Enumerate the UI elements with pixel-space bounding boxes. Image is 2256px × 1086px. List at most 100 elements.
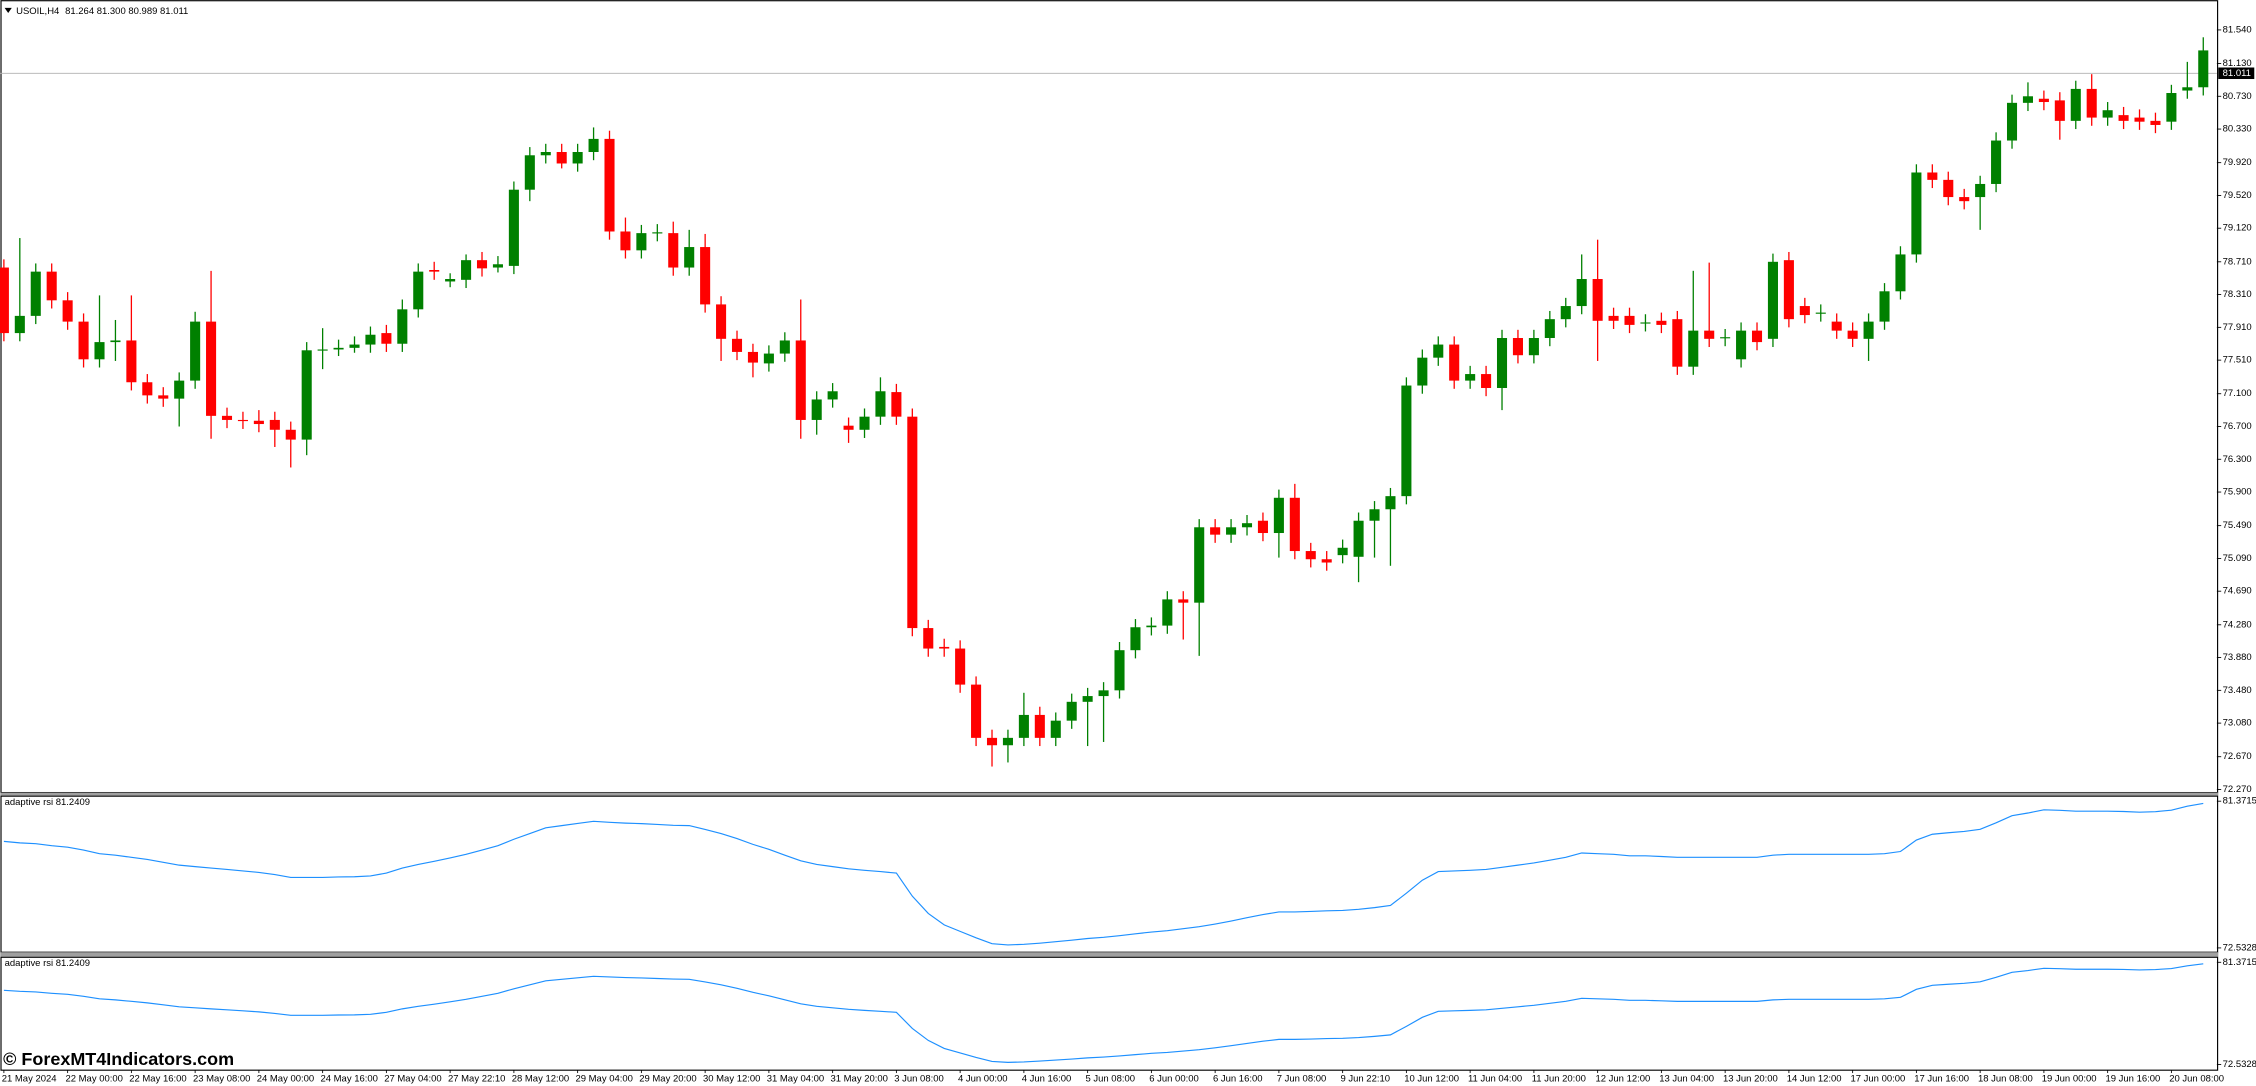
candle-body xyxy=(891,392,902,417)
watermark: © ForexMT4Indicators.com xyxy=(3,1049,234,1069)
y-tick-label: 81.130 xyxy=(2223,58,2252,69)
candle-body xyxy=(1672,319,1683,367)
candle-body xyxy=(572,152,583,164)
candle-body xyxy=(1751,330,1763,343)
candle-body xyxy=(1098,690,1109,697)
y-tick-label: 80.330 xyxy=(2223,124,2252,135)
candle-body xyxy=(1034,714,1045,738)
candle-body xyxy=(1226,527,1237,535)
candle-body xyxy=(1241,523,1253,528)
candle-body xyxy=(1767,261,1778,339)
candle-body xyxy=(2054,100,2065,121)
candle-body xyxy=(269,419,280,430)
candle-body xyxy=(747,351,758,363)
chart-header: USOIL,H4 81.264 81.300 80.989 81.011 xyxy=(16,5,188,16)
candle-body xyxy=(763,353,774,364)
candle-body xyxy=(349,344,360,348)
y-tick-label: 72.5328 xyxy=(2223,1059,2256,1070)
x-tick-label: 21 May 2024 xyxy=(2,1073,57,1084)
candle-body xyxy=(1656,320,1667,325)
candle-body xyxy=(1911,172,1922,255)
candle-body xyxy=(333,347,344,350)
candle-body xyxy=(1927,172,1938,180)
candle-body xyxy=(2118,115,2129,121)
candle-body xyxy=(1050,720,1061,738)
candle-body xyxy=(381,333,392,344)
candle-body xyxy=(476,260,488,269)
candle-body xyxy=(1002,737,1013,746)
x-tick-label: 10 Jun 12:00 xyxy=(1404,1073,1459,1084)
symbol: USOIL,H4 xyxy=(16,5,59,16)
x-tick-label: 9 Jun 22:10 xyxy=(1340,1073,1390,1084)
y-tick-label: 78.310 xyxy=(2223,289,2252,300)
candle-body xyxy=(1576,279,1587,307)
candle-body xyxy=(237,419,248,422)
x-tick-label: 11 Jun 20:00 xyxy=(1532,1073,1586,1084)
indicator-line xyxy=(3,802,2204,946)
x-tick-label: 6 Jun 00:00 xyxy=(1149,1073,1199,1084)
candle-body xyxy=(986,737,998,746)
candle-body xyxy=(1289,497,1300,552)
candle-body xyxy=(827,391,838,400)
menu-arrow[interactable] xyxy=(4,7,12,13)
chart-layer: 81.540 81.130 80.730 80.330 79.920 79.520 79.1… xyxy=(0,24,2256,1084)
y-tick-label: 72.270 xyxy=(2223,784,2252,795)
candle-body xyxy=(1831,321,1842,331)
candle-body xyxy=(588,138,599,153)
candle-body xyxy=(636,233,647,251)
candle-body xyxy=(1608,315,1619,321)
candle-body xyxy=(1273,497,1284,534)
y-tick-label: 75.490 xyxy=(2223,520,2252,531)
x-tick-label: 19 Jun 00:00 xyxy=(2042,1073,2097,1084)
y-tick-label: 72.670 xyxy=(2223,751,2252,762)
candle-body xyxy=(508,189,519,266)
candle-body xyxy=(301,350,312,440)
x-tick-label: 3 Jun 08:00 xyxy=(894,1073,944,1084)
x-tick-label: 4 Jun 00:00 xyxy=(958,1073,1008,1084)
candle-body xyxy=(1560,306,1571,320)
candle-body xyxy=(1783,260,1794,320)
candle-body xyxy=(859,416,870,430)
candle-body xyxy=(221,415,233,420)
candle-body xyxy=(1194,527,1205,603)
candle-body xyxy=(1991,140,2002,184)
indicator-label: adaptive rsi 81.2409 xyxy=(5,797,90,808)
indicator-line xyxy=(3,963,2204,1063)
candle-body xyxy=(556,152,567,164)
current-price-box xyxy=(2218,67,2255,80)
x-tick-label: 23 May 08:00 xyxy=(193,1073,250,1084)
candle-body xyxy=(2070,88,2081,121)
candle-body xyxy=(253,420,264,425)
candle-body xyxy=(1592,279,1603,321)
x-tick-label: 17 Jun 00:00 xyxy=(1850,1073,1905,1084)
candle-body xyxy=(875,391,886,417)
y-tick-label: 74.690 xyxy=(2223,586,2252,597)
candle-body xyxy=(94,342,105,360)
candle-body xyxy=(620,231,631,251)
candle-body xyxy=(397,309,408,344)
x-tick-label: 22 May 00:00 xyxy=(65,1073,122,1084)
candle-body xyxy=(461,260,472,280)
candle-body xyxy=(1799,306,1810,316)
y-tick-label: 74.280 xyxy=(2223,619,2252,630)
x-tick-label: 22 May 16:00 xyxy=(129,1073,186,1084)
candle-body xyxy=(2038,98,2049,103)
y-tick-label: 73.880 xyxy=(2223,652,2252,663)
candle-body xyxy=(731,338,743,352)
y-tick-label: 78.710 xyxy=(2223,256,2252,267)
candle-body xyxy=(492,264,503,268)
candle-body xyxy=(2166,93,2177,122)
y-tick-label: 76.300 xyxy=(2223,454,2252,465)
candle-body xyxy=(811,399,822,420)
x-tick-label: 5 Jun 08:00 xyxy=(1085,1073,1135,1084)
y-tick-label: 81.3715 xyxy=(2223,957,2256,968)
x-tick-label: 29 May 20:00 xyxy=(639,1073,696,1084)
candle-body xyxy=(1417,357,1428,386)
y-tick-label: 75.900 xyxy=(2223,487,2252,498)
candle-body xyxy=(1082,696,1093,702)
candle-body xyxy=(158,395,169,399)
candle-body xyxy=(1496,338,1508,388)
x-tick-label: 4 Jun 16:00 xyxy=(1022,1073,1072,1084)
candle-body xyxy=(1640,322,1651,324)
